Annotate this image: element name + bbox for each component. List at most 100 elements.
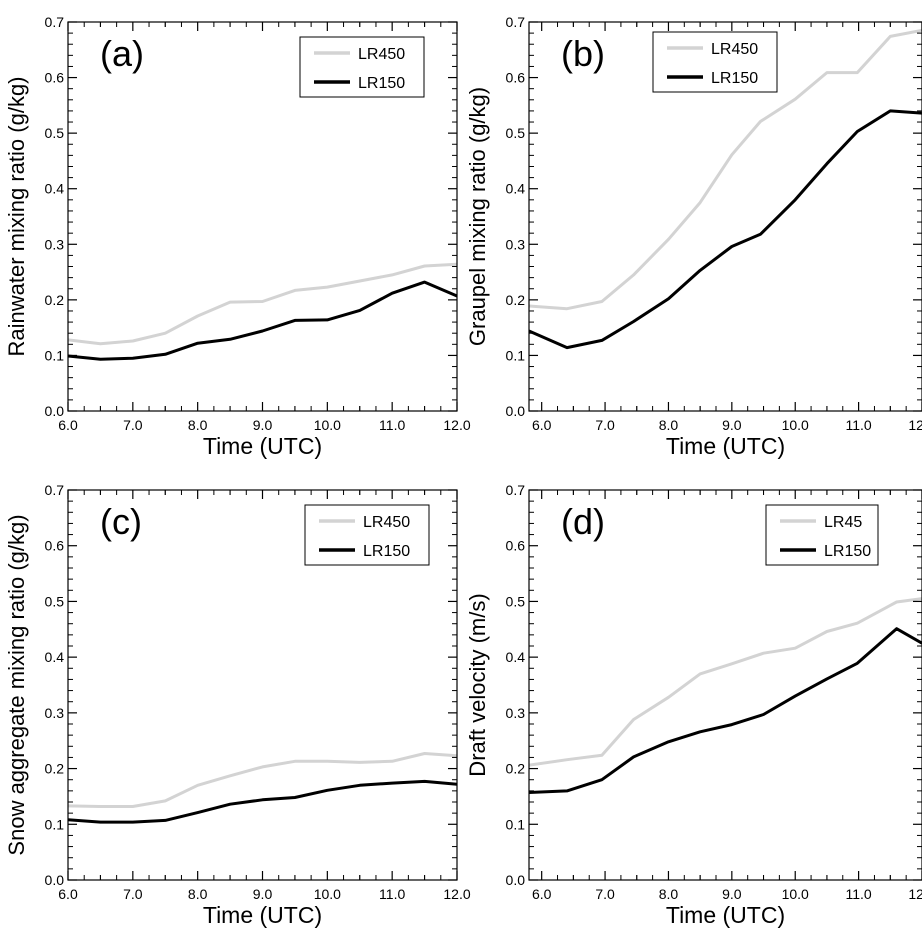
y-tick-label: 0.7 [506,14,526,30]
y-tick-label: 0.5 [45,593,65,609]
legend-label: LR150 [824,543,871,560]
x-tick-label: 9.0 [722,417,742,433]
x-tick-label: 11.0 [846,417,872,433]
legend-box [765,504,879,566]
y-axis-label: Rainwater mixing ratio (g/kg) [4,77,29,357]
x-tick-label: 7.0 [595,886,615,902]
y-axis-label: Draft velocity (m/s) [465,593,490,776]
x-tick-label: 7.0 [123,886,143,902]
series-line-lr45 [529,597,922,767]
x-tick-label: 12.0 [908,886,922,902]
x-tick-label: 6.0 [532,886,552,902]
legend: LR450 LR150 [304,504,430,566]
y-tick-label: 0.7 [45,14,65,30]
legend-label: LR150 [711,70,758,87]
legend-label: LR150 [358,75,405,92]
y-axis-label: Graupel mixing ratio (g/kg) [465,87,490,346]
y-tick-label: 0.4 [45,181,65,197]
y-tick-label: 0.3 [45,236,65,252]
y-tick-label: 0.2 [45,761,65,777]
y-tick-label: 0.4 [506,181,526,197]
legend: LR45 LR150 [765,504,879,566]
legend-box [299,36,425,98]
plot-frame [528,21,922,412]
y-tick-label: 0.3 [45,705,65,721]
y-tick-label: 0.5 [45,125,65,141]
y-tick-label: 0.0 [45,403,65,419]
x-tick-label: 10.0 [782,886,809,902]
series-line-lr450 [68,262,457,346]
y-tick-label: 0.4 [45,649,65,665]
x-tick-label: 12.0 [908,417,922,433]
x-tick-label: 8.0 [188,417,208,433]
x-tick-label: 7.0 [595,417,615,433]
chart-panel-1: 0.0 0.1 0.2 0.3 0.4 0.5 0.6 0.7 6.0 7.0 8.0 9.0 10.0… [465,14,922,459]
x-tick-label: 11.0 [379,886,405,902]
y-tick-label: 0.1 [506,347,526,363]
y-tick-label: 0.2 [506,761,526,777]
chart-panel-2: 0.0 0.1 0.2 0.3 0.4 0.5 0.6 0.7 6.0 7.0 8.0 9.0 10.0… [4,482,471,928]
panel-label: (b) [561,33,605,74]
y-tick-label: 0.5 [506,593,526,609]
legend: LR450 LR150 [652,31,778,93]
legend-label: LR150 [363,543,410,560]
y-tick-label: 0.1 [45,816,65,832]
y-tick-label: 0.3 [506,705,526,721]
x-tick-label: 6.0 [58,886,78,902]
series-line-lr150 [68,280,457,361]
series-line-lr150 [529,109,922,350]
legend-label: LR450 [358,46,405,63]
x-tick-label: 12.0 [443,417,470,433]
y-tick-label: 0.2 [45,292,65,308]
y-tick-label: 0.6 [506,70,526,86]
x-axis-label: Time (UTC) [666,902,785,928]
y-tick-label: 0.6 [506,538,526,554]
series-line-lr150 [68,779,457,824]
legend-label: LR45 [824,514,862,531]
y-tick-label: 0.7 [45,482,65,498]
y-tick-label: 0.0 [506,872,526,888]
plot-frame [528,489,922,881]
panel-label: (c) [100,501,142,542]
y-tick-label: 0.1 [45,347,65,363]
x-tick-label: 8.0 [188,886,208,902]
y-tick-label: 0.4 [506,649,526,665]
x-axis-label: Time (UTC) [203,902,322,928]
legend-label: LR450 [711,41,758,58]
x-tick-label: 10.0 [314,886,341,902]
series-line-lr450 [68,752,457,808]
legend: LR450 LR150 [299,36,425,98]
x-tick-label: 11.0 [846,886,872,902]
x-tick-label: 7.0 [123,417,143,433]
y-tick-label: 0.0 [45,872,65,888]
y-tick-label: 0.3 [506,236,526,252]
series-line-lr450 [529,28,922,311]
panel-label: (a) [100,33,144,74]
x-tick-label: 10.0 [314,417,341,433]
x-tick-label: 8.0 [659,886,679,902]
y-tick-label: 0.6 [45,70,65,86]
y-tick-label: 0.7 [506,482,526,498]
y-tick-label: 0.0 [506,403,526,419]
x-axis-label: Time (UTC) [666,433,785,459]
x-tick-label: 8.0 [659,417,679,433]
chart-panel-3: 0.0 0.1 0.2 0.3 0.4 0.5 0.6 0.7 6.0 7.0 8.0 9.0 10.0… [465,482,922,928]
x-tick-label: 12.0 [443,886,470,902]
chart-panel-0: 0.0 0.1 0.2 0.3 0.4 0.5 0.6 0.7 6.0 7.0 8.0 9.0 10.0… [4,14,471,459]
y-tick-label: 0.1 [506,816,526,832]
series-line-lr150 [529,627,922,794]
panel-label: (d) [561,501,605,542]
x-tick-label: 6.0 [532,417,552,433]
x-tick-label: 9.0 [253,417,273,433]
y-tick-label: 0.2 [506,292,526,308]
legend-box [304,504,430,566]
y-axis-label: Snow aggregate mixing ratio (g/kg) [4,514,29,855]
y-tick-label: 0.5 [506,125,526,141]
x-tick-label: 9.0 [722,886,742,902]
x-tick-label: 6.0 [58,417,78,433]
x-tick-label: 11.0 [379,417,405,433]
y-tick-label: 0.6 [45,538,65,554]
x-tick-label: 9.0 [253,886,273,902]
x-tick-label: 10.0 [782,417,809,433]
